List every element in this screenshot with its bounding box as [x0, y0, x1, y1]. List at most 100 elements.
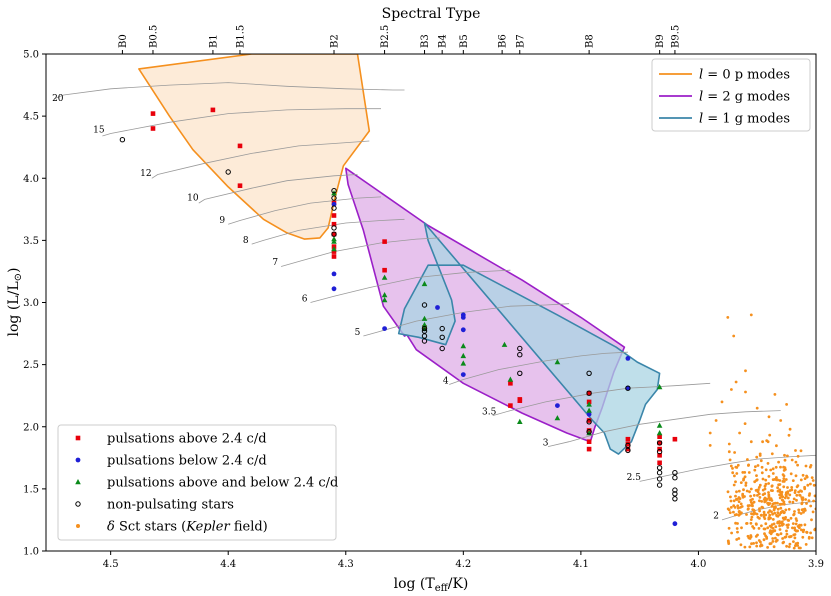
- delta-sct-point: [749, 494, 752, 498]
- star-pulse-below: [460, 327, 466, 333]
- delta-sct-point: [780, 498, 784, 502]
- delta-sct-point: [785, 544, 788, 548]
- star-pulse-both: [421, 280, 428, 287]
- delta-sct-point: [794, 474, 798, 478]
- star-pulse-above: [625, 441, 631, 447]
- delta-sct-point: [728, 511, 732, 514]
- delta-sct-point: [755, 478, 759, 482]
- y-tick-label: 4.5: [23, 112, 39, 123]
- delta-sct-point: [783, 517, 787, 521]
- delta-sct-point: [720, 400, 724, 404]
- delta-sct-point: [764, 482, 768, 486]
- delta-sct-point: [736, 504, 740, 508]
- star-non-pulsating: [439, 334, 445, 340]
- y-tick-label: 5.0: [23, 50, 39, 61]
- delta-sct-point: [811, 479, 815, 482]
- delta-sct-point: [760, 465, 764, 469]
- star-non-pulsating: [225, 169, 231, 175]
- star-pulse-above: [331, 231, 337, 237]
- delta-sct-point: [776, 511, 780, 514]
- delta-sct-point: [809, 482, 812, 486]
- delta-sct-point: [738, 497, 742, 500]
- delta-sct-point: [730, 531, 733, 535]
- delta-sct-point: [800, 490, 803, 493]
- x-tick-label: 4.0: [690, 559, 706, 570]
- delta-sct-point: [758, 499, 761, 503]
- legend-star-series: pulsations above 2.4 c/d pulsations below…: [57, 424, 338, 541]
- delta-sct-point: [766, 501, 770, 505]
- delta-sct-point: [758, 507, 761, 511]
- delta-sct-point: [748, 490, 751, 494]
- delta-sct-point: [795, 519, 799, 522]
- legend-series-box: [57, 424, 337, 541]
- legend-series-label: pulsations above and below 2.4 c/d: [107, 476, 338, 491]
- delta-sct-point: [743, 495, 746, 498]
- mass-label: 5: [355, 328, 361, 338]
- spectral-tick-label: B4: [438, 34, 449, 48]
- delta-sct-point: [739, 506, 742, 509]
- star-non-pulsating: [331, 231, 337, 237]
- delta-sct-point: [827, 521, 830, 524]
- delta-sct-point: [756, 533, 759, 537]
- delta-sct-point: [753, 468, 757, 472]
- delta-sct-point: [801, 473, 805, 477]
- delta-sct-point: [787, 545, 791, 549]
- star-pulse-above: [586, 439, 592, 444]
- star-pulse-above: [517, 398, 523, 403]
- delta-sct-point: [804, 543, 808, 546]
- delta-sct-point: [740, 511, 743, 515]
- star-pulse-both: [656, 430, 663, 436]
- y-tick-label: 2.5: [23, 360, 39, 371]
- star-pulse-below: [672, 521, 678, 527]
- delta-sct-point: [731, 467, 734, 470]
- delta-sct-point: [803, 485, 806, 489]
- delta-sct-point: [732, 499, 736, 503]
- delta-sct-point: [784, 508, 788, 512]
- spectral-tick-label: B3: [420, 34, 431, 48]
- delta-sct-point: [810, 476, 814, 479]
- delta-sct-point: [758, 483, 762, 487]
- star-pulse-both: [331, 238, 337, 244]
- delta-sct-point: [751, 497, 754, 501]
- star-non-pulsating: [119, 137, 126, 143]
- delta-sct-point: [783, 458, 787, 462]
- delta-sct-point: [748, 545, 752, 549]
- star-non-pulsating: [331, 195, 337, 201]
- delta-sct-point: [742, 488, 745, 492]
- delta-sct-point: [739, 543, 743, 547]
- legend-series-label: pulsations below 2.4 c/d: [107, 454, 267, 469]
- delta-sct-point: [801, 535, 805, 539]
- delta-sct-point: [733, 474, 736, 478]
- delta-sct-point: [770, 505, 774, 508]
- star-pulse-both: [460, 352, 467, 359]
- legend-region-label: l = 1 g modes: [699, 112, 790, 127]
- delta-sct-point: [749, 487, 753, 491]
- star-pulse-above: [625, 436, 631, 442]
- y-tick-label: 1.5: [23, 484, 39, 495]
- delta-sct-point: [770, 523, 774, 526]
- delta-sct-point: [759, 540, 762, 544]
- delta-sct-point: [786, 518, 790, 522]
- delta-sct-point: [771, 527, 775, 530]
- delta-sct-point: [767, 511, 770, 514]
- delta-sct-point: [825, 508, 828, 511]
- delta-sct-point: [744, 481, 748, 485]
- star-non-pulsating: [672, 496, 678, 502]
- star-non-pulsating: [656, 482, 663, 488]
- x-tick-label: 4.1: [573, 559, 589, 570]
- delta-sct-point: [813, 528, 816, 532]
- star-non-pulsating: [517, 345, 523, 352]
- delta-sct-point: [764, 478, 768, 482]
- delta-sct-point: [786, 526, 790, 529]
- star-pulse-above: [150, 126, 156, 131]
- delta-sct-point: [779, 492, 783, 496]
- delta-sct-point: [727, 450, 731, 454]
- delta-sct-point: [767, 491, 770, 494]
- delta-sct-point: [789, 516, 793, 520]
- legend-mode-regions: l = 0 p modes l = 2 g modes l = 1 g modes: [651, 58, 811, 132]
- star-pulse-below: [331, 201, 337, 207]
- delta-sct-point: [795, 498, 798, 502]
- delta-sct-point: [788, 489, 792, 492]
- star-pulse-above: [657, 453, 662, 458]
- delta-sct-point: [739, 481, 743, 484]
